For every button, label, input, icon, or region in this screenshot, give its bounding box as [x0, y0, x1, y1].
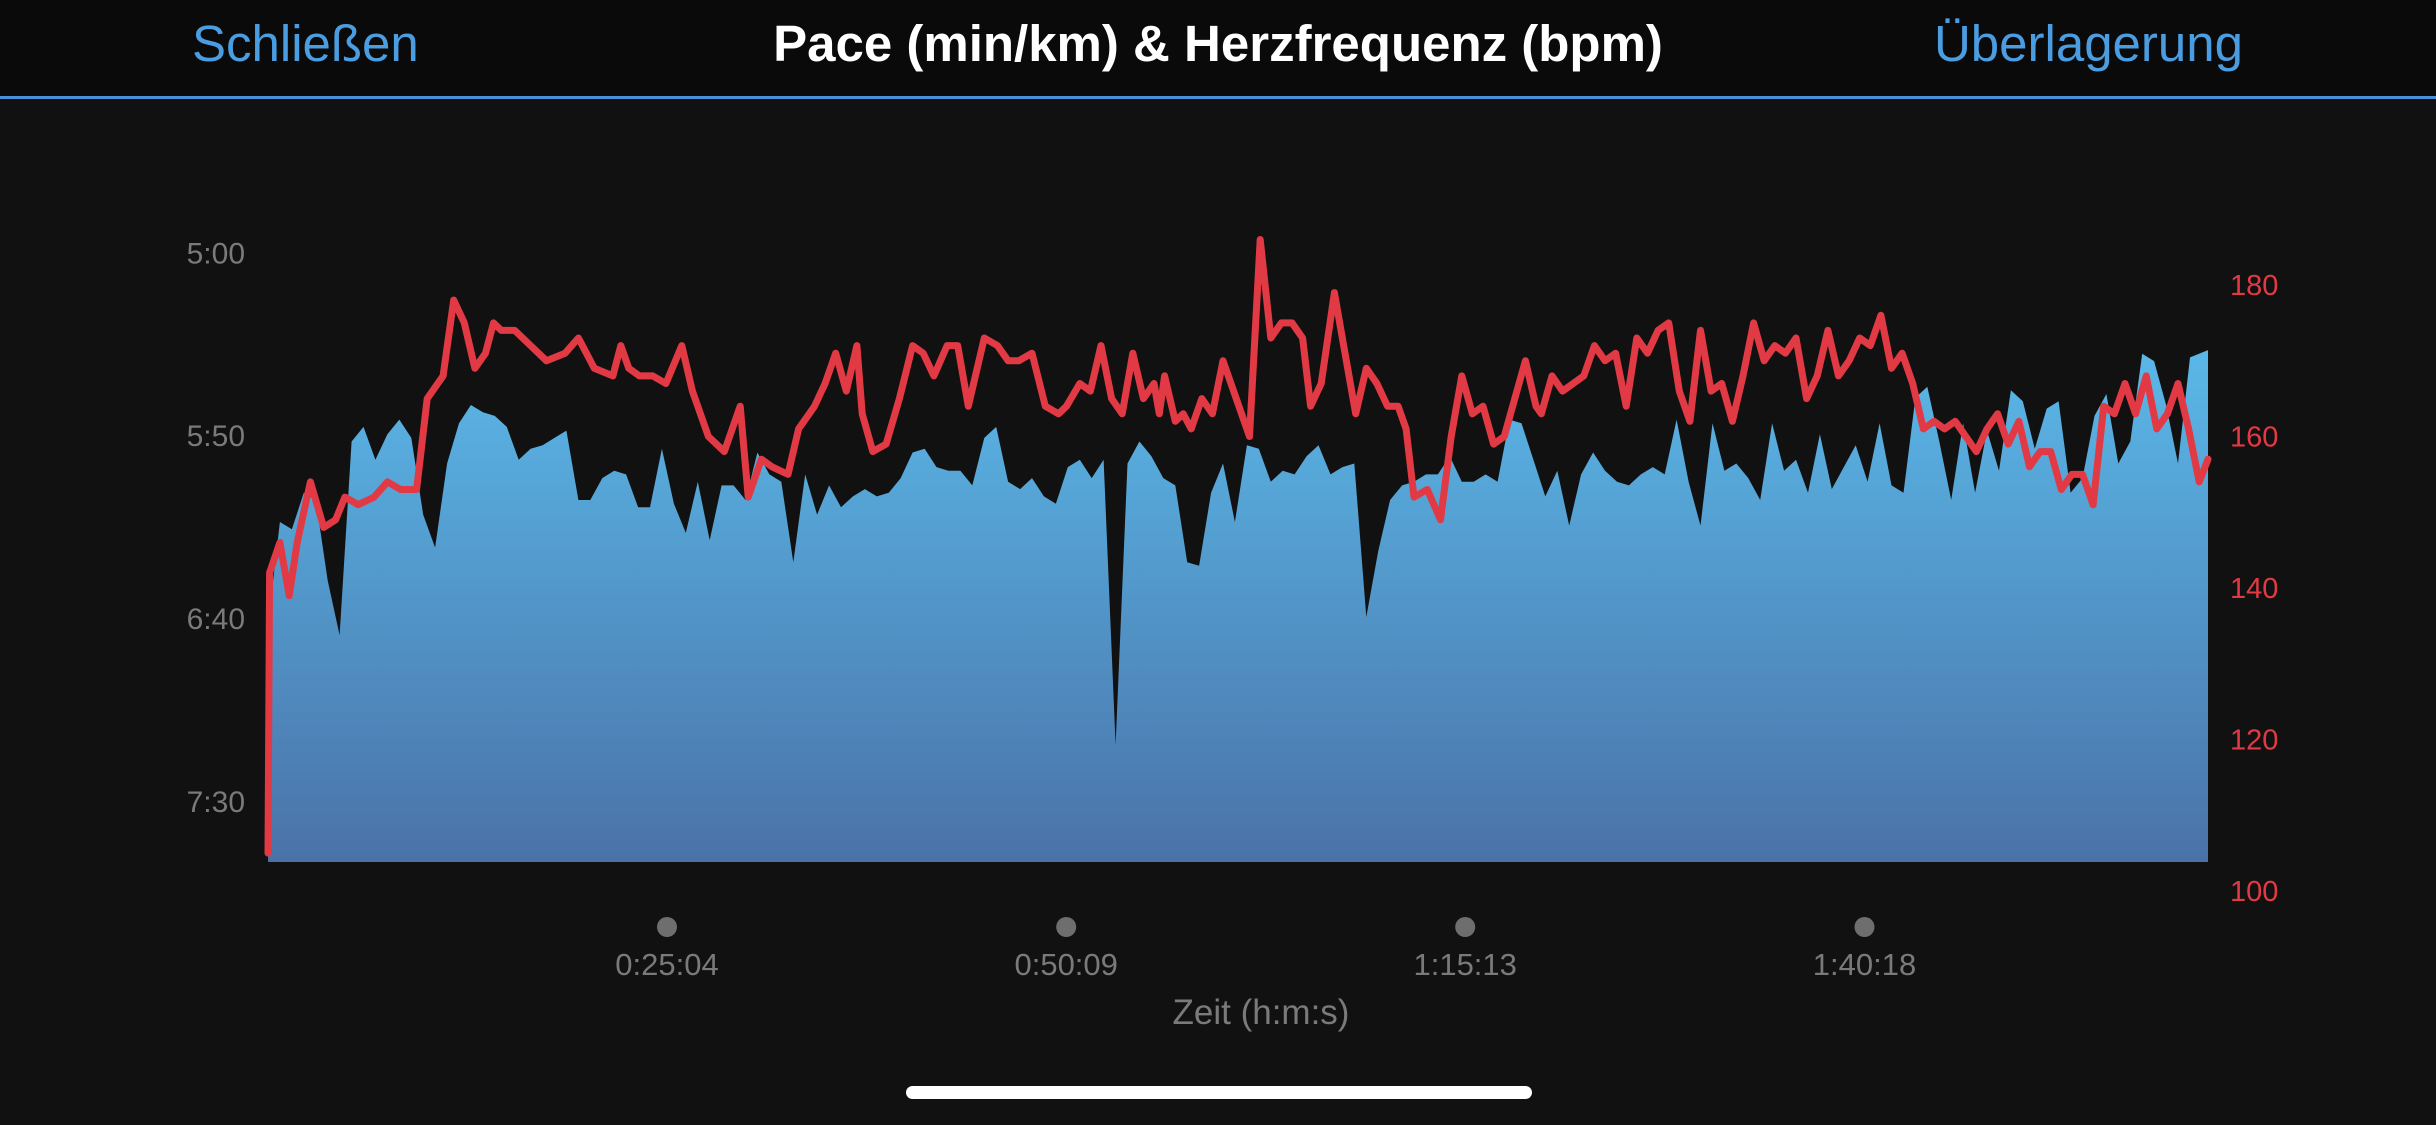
x-tick-dot	[1854, 917, 1875, 937]
top-bar: Schließen Pace (min/km) & Herzfrequenz (…	[0, 0, 2436, 99]
close-button[interactable]: Schließen	[192, 15, 419, 72]
hr-tick-label: 140	[2230, 573, 2278, 605]
pace-tick-label: 5:00	[187, 237, 245, 270]
hr-tick-label: 180	[2230, 270, 2278, 302]
overlay-button[interactable]: Überlagerung	[1933, 15, 2243, 72]
x-tick-dot	[657, 917, 677, 937]
chart-title: Pace (min/km) & Herzfrequenz (bpm)	[773, 15, 1663, 72]
x-axis-label: Zeit (h:m:s)	[1173, 993, 1350, 1032]
chart: 5:00 5:50 6:40 7:30 100 120 140 160 180 0:25:04 0:…	[187, 236, 2278, 1032]
x-tick-label: 1:40:18	[1813, 947, 1916, 982]
x-tick-dot	[1455, 917, 1476, 937]
x-tick-label: 0:25:04	[615, 947, 718, 982]
home-indicator	[906, 1086, 1532, 1099]
heart-rate-line	[264, 236, 2212, 857]
x-tick-label: 0:50:09	[1014, 947, 1117, 982]
hr-tick-label: 120	[2230, 725, 2278, 757]
x-tick-label: 1:15:13	[1413, 947, 1516, 982]
hr-tick-label: 160	[2230, 422, 2278, 454]
hr-tick-label: 100	[2230, 876, 2278, 908]
x-tick-dot	[1056, 917, 1077, 937]
pace-tick-label: 6:40	[187, 603, 245, 636]
pace-tick-label: 7:30	[187, 786, 245, 819]
pace-area	[268, 350, 2208, 862]
pace-tick-label: 5:50	[187, 420, 245, 453]
